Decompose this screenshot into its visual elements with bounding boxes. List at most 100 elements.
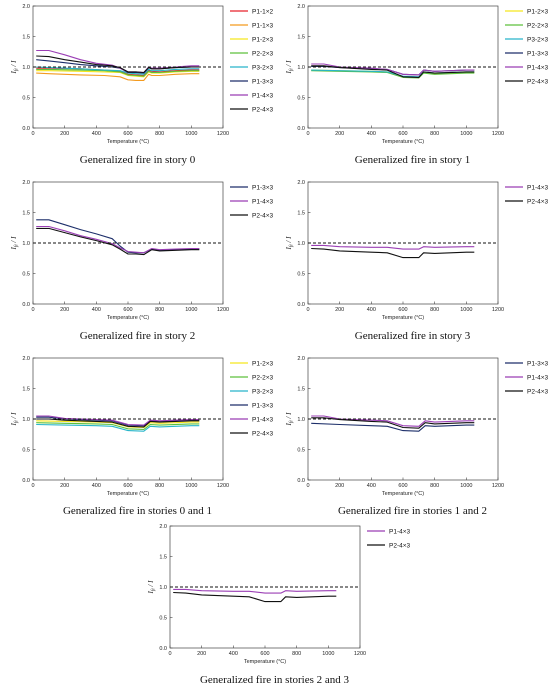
y-tick-label: 2.0 [22,4,30,10]
chart-svg: 0 200 400 600 800 1000 1200 0.0 0.5 1.0 1.5 2.0 Temp… [147,524,411,665]
y-tick-label: 0.5 [22,272,30,278]
x-tick-label: 600 [123,307,132,313]
y-tick-label: 2.0 [159,524,167,530]
x-tick-label: 1200 [217,307,229,313]
x-tick-label: 200 [335,483,344,489]
x-tick-label: 200 [335,131,344,137]
chart-caption: Generalized fire in story 2 [79,330,196,342]
legend-label: P2-4×3 [389,542,411,549]
y-axis-label: Ifi / I [10,236,20,251]
x-tick-label: 600 [398,131,407,137]
series-line [36,219,200,254]
chart-caption: Generalized fire in story 0 [79,154,196,166]
x-tick-label: 600 [398,483,407,489]
x-tick-label: 800 [430,307,439,313]
x-tick-label: 0 [306,483,309,489]
y-tick-label: 2.0 [297,180,305,186]
series-line [36,415,200,426]
x-tick-label: 400 [92,483,101,489]
legend-label: P1-3×3 [252,402,274,409]
legend-label: P1-1×2 [252,8,274,15]
x-tick-label: 1200 [354,651,366,657]
chart-panel-story-1: 0 200 400 600 800 1000 1200 0.0 0.5 1.0 1.5 2.0 Temp… [275,0,550,180]
x-tick-label: 400 [367,307,376,313]
x-tick-label: 0 [31,483,34,489]
x-tick-label: 600 [260,651,269,657]
y-axis-label: Ifi / I [10,60,20,75]
legend-label: P1-3×3 [527,50,549,57]
chart-svg: 0 200 400 600 800 1000 1200 0.0 0.5 1.0 1.5 2.0 Temp… [285,180,549,321]
x-tick-label: 1200 [492,483,504,489]
legend-label: P1-3×3 [252,184,274,191]
chart-panel-stories-2-3: 0 200 400 600 800 1000 1200 0.0 0.5 1.0 1.5 2.0 Temp… [137,520,412,700]
chart-caption: Generalized fire in story 3 [354,330,471,342]
y-axis-label: Ifi / I [10,412,20,427]
y-tick-label: 1.0 [22,241,30,247]
chart-panel-stories-1-2: 0 200 400 600 800 1000 1200 0.0 0.5 1.0 1.5 2.0 Temp… [275,352,550,532]
chart-panel-story-0: 0 200 400 600 800 1000 1200 0.0 0.5 1.0 1.5 2.0 Temp… [0,0,275,180]
x-tick-label: 800 [292,651,301,657]
y-tick-label: 1.5 [22,387,30,393]
legend-label: P2-4×3 [252,430,274,437]
series-line [36,227,200,256]
chart-svg: 0 200 400 600 800 1000 1200 0.0 0.5 1.0 1.5 2.0 Temp… [10,180,274,321]
legend-label: P1-1×3 [252,22,274,29]
x-axis-label: Temperature (°C) [382,315,424,321]
series-line [36,418,200,428]
series-line [36,416,200,427]
legend-label: P2-2×3 [252,50,274,57]
legend-label: P1-4×3 [527,374,549,381]
series-line [311,244,475,250]
chart-panel-story-2: 0 200 400 600 800 1000 1200 0.0 0.5 1.0 1.5 2.0 Temp… [0,176,275,356]
x-tick-label: 600 [123,483,132,489]
legend-label: P1-4×3 [389,528,411,535]
chart-panel-stories-0-1: 0 200 400 600 800 1000 1200 0.0 0.5 1.0 1.5 2.0 Temp… [0,352,275,532]
x-tick-label: 0 [306,307,309,313]
y-tick-label: 0.5 [22,96,30,102]
x-tick-label: 1000 [185,307,197,313]
x-axis-label: Temperature (°C) [382,139,424,145]
x-tick-label: 600 [398,307,407,313]
legend-label: P1-3×3 [527,360,549,367]
series-line [36,70,200,78]
y-tick-label: 1.0 [22,65,30,71]
y-tick-label: 1.5 [297,387,305,393]
legend-label: P1-3×3 [252,78,274,85]
chart-svg: 0 200 400 600 800 1000 1200 0.0 0.5 1.0 1.5 2.0 Temp… [285,4,549,145]
series-line [36,225,200,254]
y-tick-label: 0.5 [297,448,305,454]
y-axis-label: Ifi / I [147,580,157,595]
y-tick-label: 0.0 [22,126,30,132]
series-line [36,66,200,75]
x-tick-label: 400 [229,651,238,657]
y-tick-label: 0.0 [297,126,305,132]
x-tick-label: 0 [306,131,309,137]
x-axis-label: Temperature (°C) [244,659,286,665]
x-tick-label: 400 [367,131,376,137]
x-tick-label: 800 [155,131,164,137]
legend-label: P2-4×3 [252,212,274,219]
series-line [36,423,200,432]
x-tick-label: 400 [92,307,101,313]
y-tick-label: 1.0 [22,417,30,423]
legend-label: P1-4×3 [527,64,549,71]
legend-label: P2-4×3 [527,78,549,85]
y-tick-label: 1.0 [297,241,305,247]
chart-svg: 0 200 400 600 800 1000 1200 0.0 0.5 1.0 1.5 2.0 Temp… [10,356,274,497]
legend-label: P1-4×3 [252,92,274,99]
legend-label: P3-2×3 [252,388,274,395]
series-line [311,247,475,259]
legend-label: P1-2×3 [252,36,274,43]
x-tick-label: 200 [60,307,69,313]
legend-label: P1-2×3 [252,360,274,367]
x-tick-label: 200 [60,131,69,137]
legend-label: P2-2×3 [527,22,549,29]
x-tick-label: 200 [335,307,344,313]
series-line [36,55,200,74]
x-tick-label: 800 [155,307,164,313]
y-tick-label: 1.5 [22,35,30,41]
x-tick-label: 1000 [185,483,197,489]
series-line [311,63,475,76]
legend-label: P1-4×3 [527,184,549,191]
y-tick-label: 2.0 [22,356,30,362]
